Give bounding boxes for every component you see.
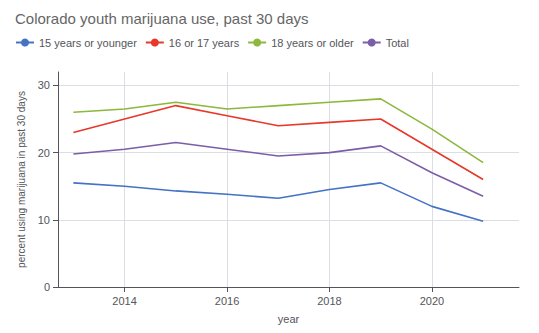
svg-text:16 or 17 years: 16 or 17 years (169, 37, 240, 49)
svg-text:15 years or younger: 15 years or younger (39, 37, 137, 49)
svg-text:Total: Total (386, 37, 409, 49)
svg-text:30: 30 (38, 79, 50, 91)
svg-text:2020: 2020 (420, 295, 444, 307)
svg-text:20: 20 (38, 147, 50, 159)
svg-text:2018: 2018 (317, 295, 341, 307)
svg-text:2014: 2014 (112, 295, 136, 307)
svg-text:year: year (278, 313, 300, 325)
svg-text:Colorado youth marijuana use,: Colorado youth marijuana use, past 30 da… (15, 10, 309, 27)
svg-text:percent using marijuana in pas: percent using marijuana in past 30 days (16, 91, 27, 268)
svg-text:18 years or older: 18 years or older (271, 37, 354, 49)
svg-text:10: 10 (38, 214, 50, 226)
svg-text:0: 0 (44, 281, 50, 293)
svg-text:2016: 2016 (215, 295, 239, 307)
